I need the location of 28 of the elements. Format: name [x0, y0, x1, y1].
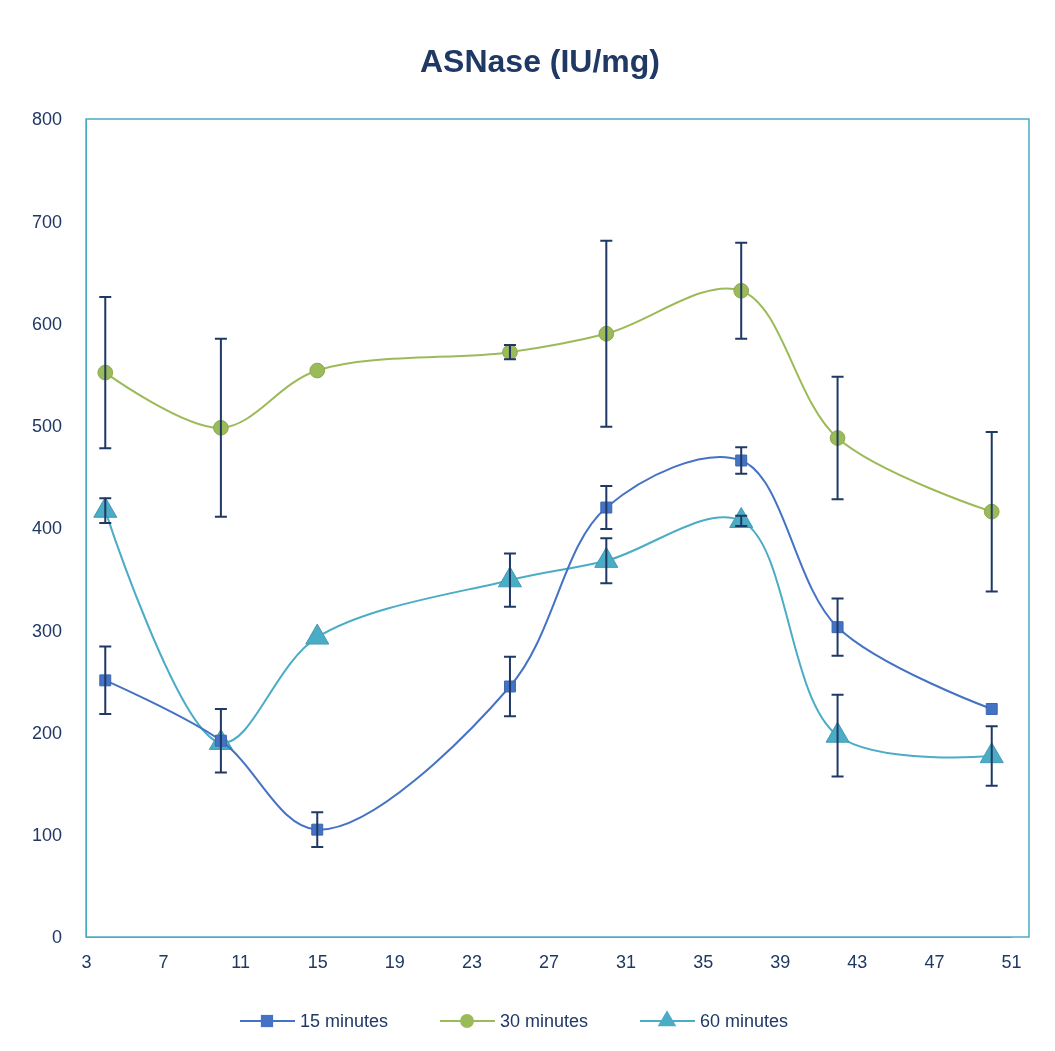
legend-label: 60 minutes [700, 1011, 789, 1031]
legend-label: 15 minutes [300, 1011, 389, 1031]
x-tick-label: 31 [616, 951, 637, 972]
y-tick-label: 400 [31, 518, 62, 539]
x-tick-label: 35 [693, 951, 714, 972]
y-tick-label: 600 [31, 313, 62, 334]
x-tick-label: 39 [770, 951, 791, 972]
y-tick-label: 300 [31, 620, 62, 641]
x-tick-label: 7 [158, 951, 169, 972]
y-tick-label: 200 [31, 722, 62, 743]
y-tick-label: 700 [31, 211, 62, 232]
x-tick-label: 15 [307, 951, 328, 972]
point [309, 362, 326, 379]
x-tick-label: 51 [1001, 951, 1022, 972]
point [985, 703, 998, 715]
x-tick-label: 23 [461, 951, 482, 972]
y-tick-label: 800 [31, 109, 62, 130]
chart-title: ASNase (IU/mg) [419, 43, 661, 79]
y-tick-label: 0 [51, 927, 62, 948]
x-tick-label: 43 [847, 951, 868, 972]
x-tick-label: 19 [384, 951, 405, 972]
y-tick-label: 100 [31, 825, 62, 846]
legend-label: 30 minutes [500, 1011, 589, 1031]
x-tick-label: 27 [538, 951, 560, 972]
x-tick-label: 47 [924, 951, 945, 972]
x-tick-label: 11 [231, 951, 251, 972]
x-tick-label: 3 [81, 951, 92, 972]
y-tick-label: 500 [31, 416, 62, 437]
